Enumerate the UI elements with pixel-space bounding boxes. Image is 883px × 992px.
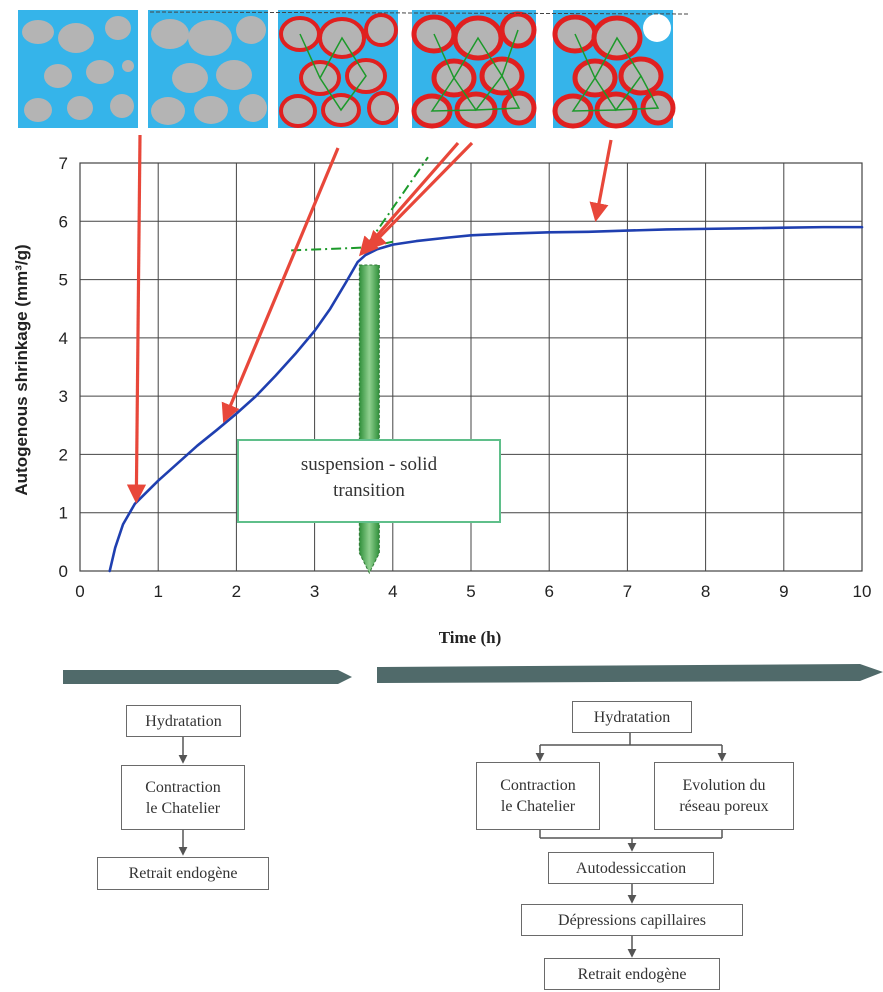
left-hydratation-label: Hydratation	[145, 712, 222, 730]
transition-annotation	[237, 439, 501, 523]
flow-connectors	[178, 733, 727, 958]
y-tick-label-1: 1	[59, 504, 68, 523]
phase-bands	[63, 664, 883, 684]
right-contraction-box: Contraction le Chatelier	[476, 762, 600, 830]
left-hydratation-box: Hydratation	[126, 705, 241, 737]
right-retrait-box: Retrait endogène	[544, 958, 720, 990]
x-axis-label: Time (h)	[439, 628, 502, 647]
y-axis-label: Autogenous shrinkage (mm³/g)	[12, 244, 31, 495]
autodessiccation-box: Autodessiccation	[548, 852, 714, 884]
thumbnail-3	[278, 10, 399, 128]
annotation-text: suspension - solid transition	[238, 452, 500, 504]
y-tick-label-3: 3	[59, 387, 68, 406]
microstructure-arrows	[126, 134, 613, 504]
depressions-label: Dépressions capillaires	[558, 911, 706, 929]
microstructure-arrow-4	[589, 139, 613, 223]
x-tick-label-10: 10	[853, 582, 872, 601]
x-tick-label-7: 7	[623, 582, 632, 601]
microstructure-arrow-1	[221, 147, 340, 424]
x-tick-label-3: 3	[310, 582, 319, 601]
y-tick-label-7: 7	[59, 154, 68, 173]
right-contraction-label: Contraction le Chatelier	[500, 777, 576, 815]
microstructure-thumbnails	[18, 10, 691, 129]
right-evolution-label: Evolution du réseau poreux	[679, 777, 769, 815]
right-evolution-box: Evolution du réseau poreux	[654, 762, 794, 830]
depressions-box: Dépressions capillaires	[521, 904, 743, 936]
microstructure-arrow-3	[366, 141, 474, 251]
x-tick-label-9: 9	[779, 582, 788, 601]
right-hydratation-box: Hydratation	[572, 701, 692, 733]
x-tick-label-6: 6	[544, 582, 553, 601]
annotation-line-2: transition	[333, 480, 405, 501]
x-tick-label-4: 4	[388, 582, 397, 601]
annotation-line-1: suspension - solid	[300, 454, 438, 475]
gridlines	[79, 162, 863, 572]
right-retrait-label: Retrait endogène	[577, 965, 687, 983]
left-contraction-box: Contraction le Chatelier	[121, 765, 245, 830]
x-tick-label-0: 0	[75, 582, 84, 601]
right-hydratation-label: Hydratation	[593, 708, 671, 726]
x-tick-label-1: 1	[153, 582, 162, 601]
y-tick-labels: 0 1 2 3 4 5 6 7	[59, 154, 68, 581]
y-tick-label-0: 0	[59, 562, 68, 581]
series-line-0	[108, 225, 864, 573]
y-tick-label-2: 2	[59, 445, 68, 464]
y-tick-label-5: 5	[59, 271, 68, 290]
thumbnail-2	[148, 10, 268, 128]
x-tick-label-8: 8	[701, 582, 710, 601]
phase-band-late	[377, 664, 883, 683]
y-tick-label-4: 4	[59, 329, 68, 348]
left-retrait-box: Retrait endogène	[97, 857, 269, 890]
thumbnail-5	[552, 10, 676, 129]
autodessiccation-label: Autodessiccation	[575, 859, 687, 877]
left-retrait-label: Retrait endogène	[128, 865, 238, 882]
x-tick-label-5: 5	[466, 582, 475, 601]
thumbnail-1	[18, 10, 138, 128]
x-tick-label-2: 2	[232, 582, 241, 601]
thumbnail-4	[411, 10, 537, 129]
transition-marker	[358, 264, 380, 575]
microstructure-arrow-0	[126, 134, 147, 504]
shrinkage-curve	[108, 225, 864, 573]
transition-arrow	[358, 264, 380, 575]
phase-band-early	[63, 670, 352, 684]
left-contraction-label: Contraction le Chatelier	[145, 778, 221, 817]
x-tick-labels: 0 1 2 3 4 5 6 7 8 9 10	[75, 582, 871, 601]
y-tick-label-6: 6	[59, 212, 68, 231]
